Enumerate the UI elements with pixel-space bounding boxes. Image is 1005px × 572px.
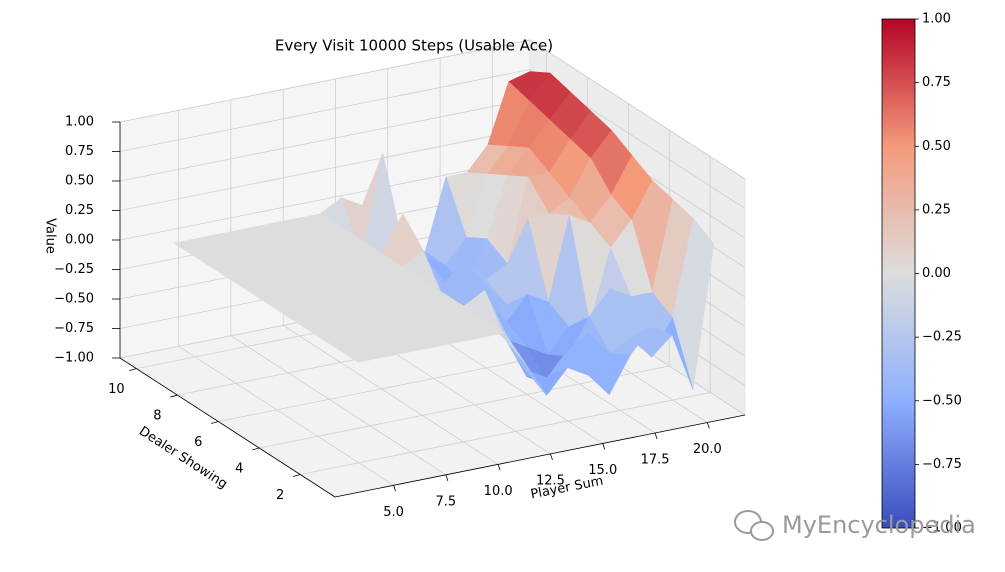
- x-tick: [602, 443, 606, 450]
- watermark-icon: [750, 521, 774, 541]
- colorbar-tick-label: −0.50: [922, 393, 962, 408]
- z-axis-label: Value: [43, 218, 58, 254]
- y-tick-label: 4: [235, 462, 243, 477]
- colorbar-tick-label: 1.00: [922, 12, 951, 27]
- y-tick-label: 8: [153, 409, 161, 424]
- z-tick-label: 0.00: [65, 233, 94, 248]
- x-tick: [445, 474, 449, 481]
- z-tick-label: −0.75: [54, 321, 94, 336]
- x-tick-label: 5.0: [383, 505, 404, 520]
- x-tick-label: 15.0: [588, 463, 617, 478]
- x-tick: [393, 485, 396, 492]
- y-tick: [293, 474, 301, 477]
- x-tick-label: 7.5: [436, 494, 457, 509]
- axis-line: [334, 414, 746, 498]
- z-tick-label: −0.50: [54, 292, 94, 307]
- colorbar-tick-label: −0.25: [922, 330, 962, 345]
- x-tick: [706, 422, 710, 429]
- x-tick: [654, 432, 658, 440]
- z-tick-label: −1.00: [54, 351, 94, 366]
- colorbar: −1.00 −0.75 −0.50 −0.25 0.00 0.25 0.50 0.75 1.00: [881, 12, 962, 536]
- x-tick-label: 17.5: [641, 452, 670, 467]
- watermark-group: MyEncyclopedia: [734, 510, 976, 541]
- y-tick: [129, 368, 137, 371]
- colorbar-tick-label: 0.25: [922, 202, 951, 217]
- grid-line: [119, 69, 746, 209]
- colorbar-gradient: [881, 18, 916, 529]
- y-tick-label: 2: [276, 488, 284, 503]
- colorbar-tick-label: −1.00: [922, 521, 962, 536]
- y-tick-label: 6: [194, 435, 202, 450]
- z-tick-label: 0.75: [65, 144, 94, 159]
- colorbar-tick-label: −0.75: [922, 457, 962, 472]
- x-tick-label: 20.0: [693, 442, 722, 457]
- surface-face: [337, 344, 380, 363]
- y-tick: [211, 421, 219, 424]
- y-axis-label: Dealer Showing: [136, 424, 230, 492]
- x-tick-label: 10.0: [484, 484, 513, 499]
- watermark: MyEncyclopedia: [782, 511, 976, 539]
- axes: 5.0 7.5 10.0 12.5 15.0 17.5 20.0 2 4 6 8 10 −1.00 −0.…: [54, 115, 746, 520]
- surface: [173, 71, 715, 396]
- axis-line: [119, 357, 336, 498]
- colorbar-tick-label: 0.50: [922, 139, 951, 154]
- colorbar-tick-label: 0.00: [922, 266, 951, 281]
- x-tick: [497, 464, 501, 471]
- chart-title: Every Visit 10000 Steps (Usable Ace): [275, 37, 553, 55]
- y-tick: [170, 394, 178, 398]
- x-tick: [550, 453, 553, 461]
- x-tick-label: 12.5: [536, 473, 565, 488]
- y-tick-label: 10: [108, 382, 125, 397]
- y-tick: [252, 447, 260, 451]
- z-tick-label: 0.25: [65, 203, 94, 218]
- grid-line: [119, 39, 746, 180]
- z-tick-label: −0.25: [54, 262, 94, 277]
- colorbar-tick-label: 0.75: [922, 75, 951, 90]
- z-tick-label: 0.50: [65, 174, 94, 189]
- z-tick-label: 1.00: [65, 115, 94, 130]
